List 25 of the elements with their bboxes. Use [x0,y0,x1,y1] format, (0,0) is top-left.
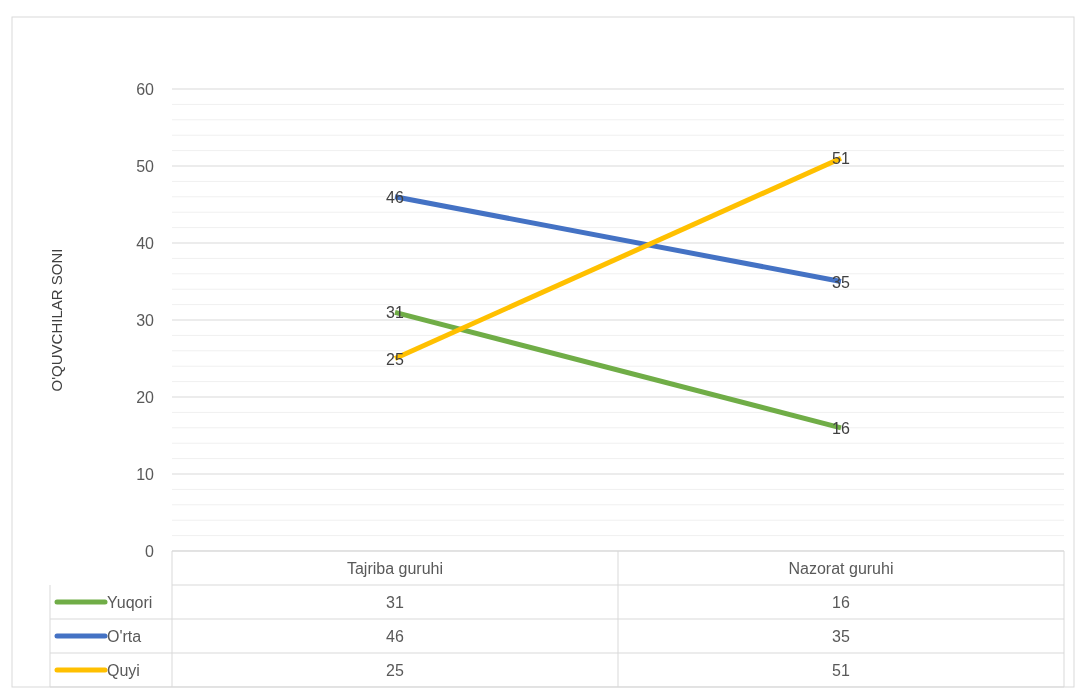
data-label: 31 [386,594,404,611]
annotation: 35 [832,273,850,291]
y-tick-label: 60 [136,80,155,98]
annotation: 51 [832,150,850,168]
annotation: 16 [832,419,850,437]
data-label: 25 [386,662,404,679]
y-tick-label: 50 [136,157,155,175]
data-label: 16 [832,594,850,611]
annotation: 46 [386,188,404,206]
annotation: 31 [386,304,404,322]
y-tick-label: 10 [136,465,155,483]
y-tick-label: 40 [136,234,155,252]
legend-label: Yuqori [107,594,153,611]
y-tick-label: 20 [136,388,155,406]
legend-label: Quyi [107,662,140,679]
annotation: 25 [386,350,404,368]
x-tick-label: Tajriba guruhi [346,560,444,577]
y-tick-label: 0 [145,542,155,560]
y-axis-title: O'QUVCHILAR SONI [48,248,65,392]
data-label: 51 [832,662,850,679]
legend-label: O'rta [107,628,142,645]
data-label: 35 [832,628,850,645]
y-tick-label: 30 [136,311,155,329]
x-tick-label: Nazorat guruhi [788,560,894,577]
data-label: 46 [386,628,404,645]
